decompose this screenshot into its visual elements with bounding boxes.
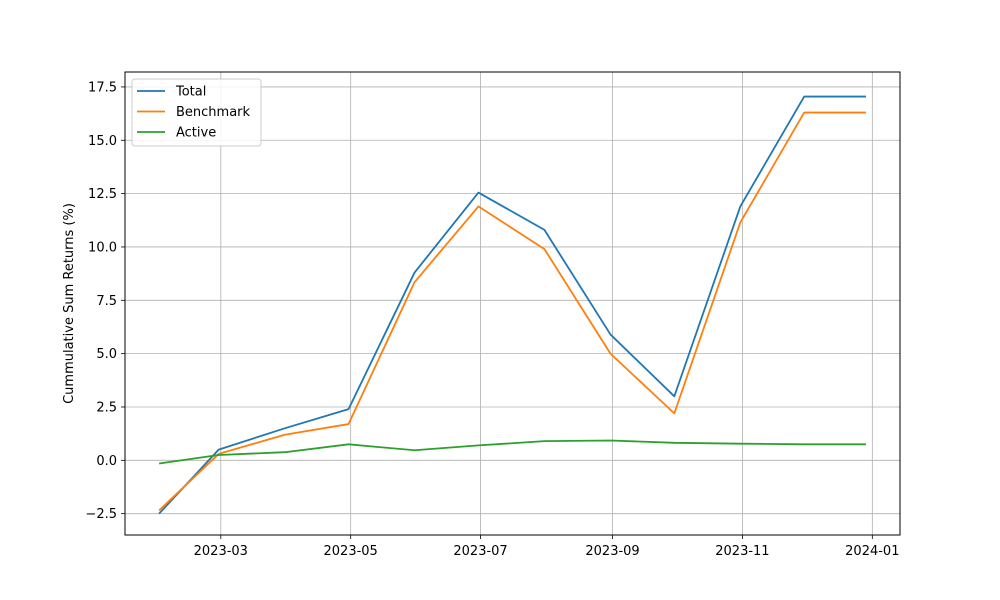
y-tick-label: 2.5 [96,400,117,415]
legend: Total Benchmark Active [131,78,262,147]
y-tick-label: 5.0 [96,347,117,362]
x-tick-label: 2023-07 [453,544,507,559]
y-tick-label: 0.0 [96,454,117,469]
y-tick-label: 7.5 [96,294,117,309]
plot-frame [124,71,901,536]
x-tick-label: 2023-05 [324,544,378,559]
series-line-total [158,95,866,515]
x-tick-label: 2024-01 [845,544,899,559]
y-axis-label: Cummulative Sum Returns (%) [62,203,77,404]
legend-label: Total [175,85,206,100]
legend-label: Benchmark [176,105,251,120]
x-tick-label: 2023-03 [194,544,248,559]
x-tick-label: 2023-09 [585,544,639,559]
legend-box [131,78,262,147]
series-lines [158,95,866,515]
series-line-benchmark [158,111,866,512]
grid [125,72,900,535]
x-tick-label: 2023-11 [715,544,769,559]
y-tick-label: 17.5 [88,80,117,95]
y-tick-label: 12.5 [88,187,117,202]
y-axis: −2.5 0.0 2.5 5.0 7.5 10.0 12.5 15.0 17.5 [85,80,125,522]
legend-label: Active [176,126,216,141]
y-tick-label: −2.5 [85,507,117,522]
y-tick-label: 15.0 [88,134,117,149]
x-axis: 2023-03 2023-05 2023-07 2023-09 2023-11 2024-… [194,535,899,559]
series-line-active [158,439,866,465]
y-tick-label: 10.0 [88,240,117,255]
